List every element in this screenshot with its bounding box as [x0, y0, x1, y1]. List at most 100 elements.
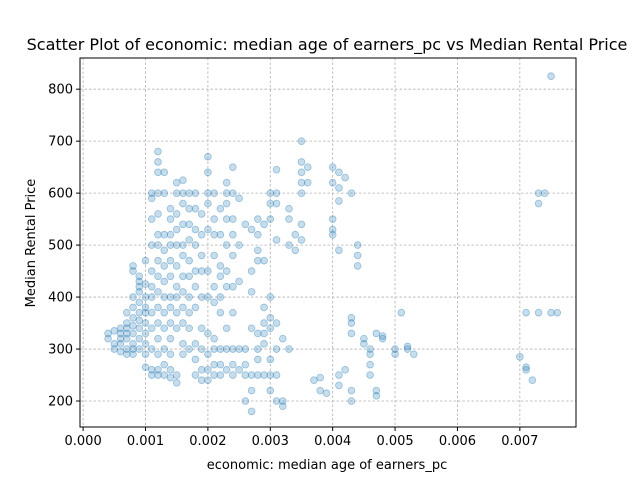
scatter-point — [547, 308, 555, 317]
scatter-point — [366, 360, 374, 369]
chart-title: Scatter Plot of economic: median age of … — [27, 35, 628, 55]
scatter-point — [378, 332, 387, 340]
scatter-point — [247, 324, 256, 333]
scatter-point — [172, 178, 181, 187]
scatter-point — [241, 345, 250, 353]
scatter-point — [141, 280, 150, 288]
scatter-point — [328, 163, 337, 171]
scatter-point — [210, 360, 218, 369]
scatter-point — [272, 189, 281, 197]
scatter-point — [141, 303, 150, 312]
scatter-point — [154, 303, 162, 312]
scatter-point — [534, 189, 543, 197]
scatter-point — [122, 319, 131, 327]
scatter-point — [372, 386, 381, 395]
scatter-point — [191, 303, 200, 312]
scatter-point — [403, 345, 412, 353]
scatter-point — [141, 293, 150, 301]
scatter-point — [303, 163, 312, 171]
scatter-point — [172, 225, 181, 234]
scatter-point — [372, 329, 381, 338]
scatter-point — [160, 246, 169, 255]
scatter-point — [272, 199, 281, 208]
x-tick-label: 0.004 — [314, 434, 351, 449]
x-tick-label: 0.001 — [127, 434, 164, 449]
scatter-point — [166, 334, 175, 343]
scatter-point — [166, 241, 175, 249]
scatter-point — [341, 366, 349, 374]
scatter-point — [191, 371, 200, 379]
scatter-point — [166, 350, 175, 359]
scatter-point — [522, 366, 530, 374]
scatter-point — [141, 319, 150, 327]
scatter-point — [516, 353, 524, 361]
scatter-point — [185, 272, 193, 281]
scatter-point — [204, 350, 212, 359]
scatter-point — [166, 204, 175, 213]
scatter-point — [129, 293, 137, 301]
scatter-point — [135, 272, 144, 281]
scatter-point — [147, 366, 156, 374]
scatter-point — [303, 178, 312, 187]
scatter-point — [160, 324, 169, 333]
scatter-point — [179, 220, 187, 229]
scatter-point — [534, 308, 543, 317]
scatter-point — [129, 314, 137, 322]
x-tick-label: 0.000 — [65, 434, 102, 449]
x-tick-label: 0.003 — [252, 434, 289, 449]
scatter-point — [260, 340, 268, 348]
scatter-point — [172, 324, 181, 333]
scatter-point — [172, 379, 181, 387]
scatter-point — [116, 340, 125, 348]
scatter-point — [241, 397, 250, 405]
scatter-point — [185, 236, 193, 244]
scatter-point — [254, 355, 262, 364]
scatter-point — [166, 366, 175, 374]
scatter-point — [266, 189, 275, 197]
x-axis-title: economic: median age of earners_pc — [207, 458, 447, 473]
scatter-point — [235, 241, 243, 249]
scatter-point — [160, 293, 169, 301]
scatter-point — [254, 345, 262, 353]
scatter-point — [254, 215, 262, 223]
scatter-point — [154, 230, 162, 239]
scatter-point — [335, 246, 343, 255]
scatter-point — [260, 371, 268, 379]
scatter-point — [347, 397, 356, 405]
scatter-point — [353, 241, 362, 249]
scatter-point — [204, 152, 212, 161]
scatter-point — [353, 262, 362, 270]
scatter-point — [135, 324, 144, 333]
scatter-point — [154, 189, 162, 197]
scatter-point — [172, 293, 181, 301]
scatter-point — [166, 373, 175, 382]
scatter-point — [210, 251, 218, 260]
scatter-point — [272, 345, 281, 353]
scatter-point — [154, 371, 162, 379]
scatter-point — [278, 397, 287, 405]
scatter-point — [322, 389, 331, 398]
scatter-point — [222, 215, 231, 223]
scatter-point — [197, 376, 206, 385]
scatter-point — [210, 230, 218, 239]
scatter-point — [297, 220, 306, 229]
scatter-point — [122, 334, 131, 343]
scatter-point — [160, 277, 169, 286]
scatter-point — [204, 199, 212, 208]
scatter-point — [116, 329, 125, 338]
scatter-point — [147, 267, 156, 275]
scatter-point — [229, 360, 237, 369]
scatter-point — [154, 272, 162, 281]
scatter-point — [172, 210, 181, 218]
scatter-point — [316, 386, 325, 395]
scatter-point — [204, 293, 212, 301]
scatter-point — [229, 251, 237, 260]
scatter-point — [129, 262, 137, 270]
scatter-point — [247, 371, 256, 379]
scatter-point — [297, 137, 306, 145]
scatter-point — [260, 319, 268, 327]
scatter-point — [172, 262, 181, 270]
scatter-point — [122, 329, 131, 338]
scatter-point — [254, 246, 262, 255]
scatter-point — [216, 230, 225, 239]
